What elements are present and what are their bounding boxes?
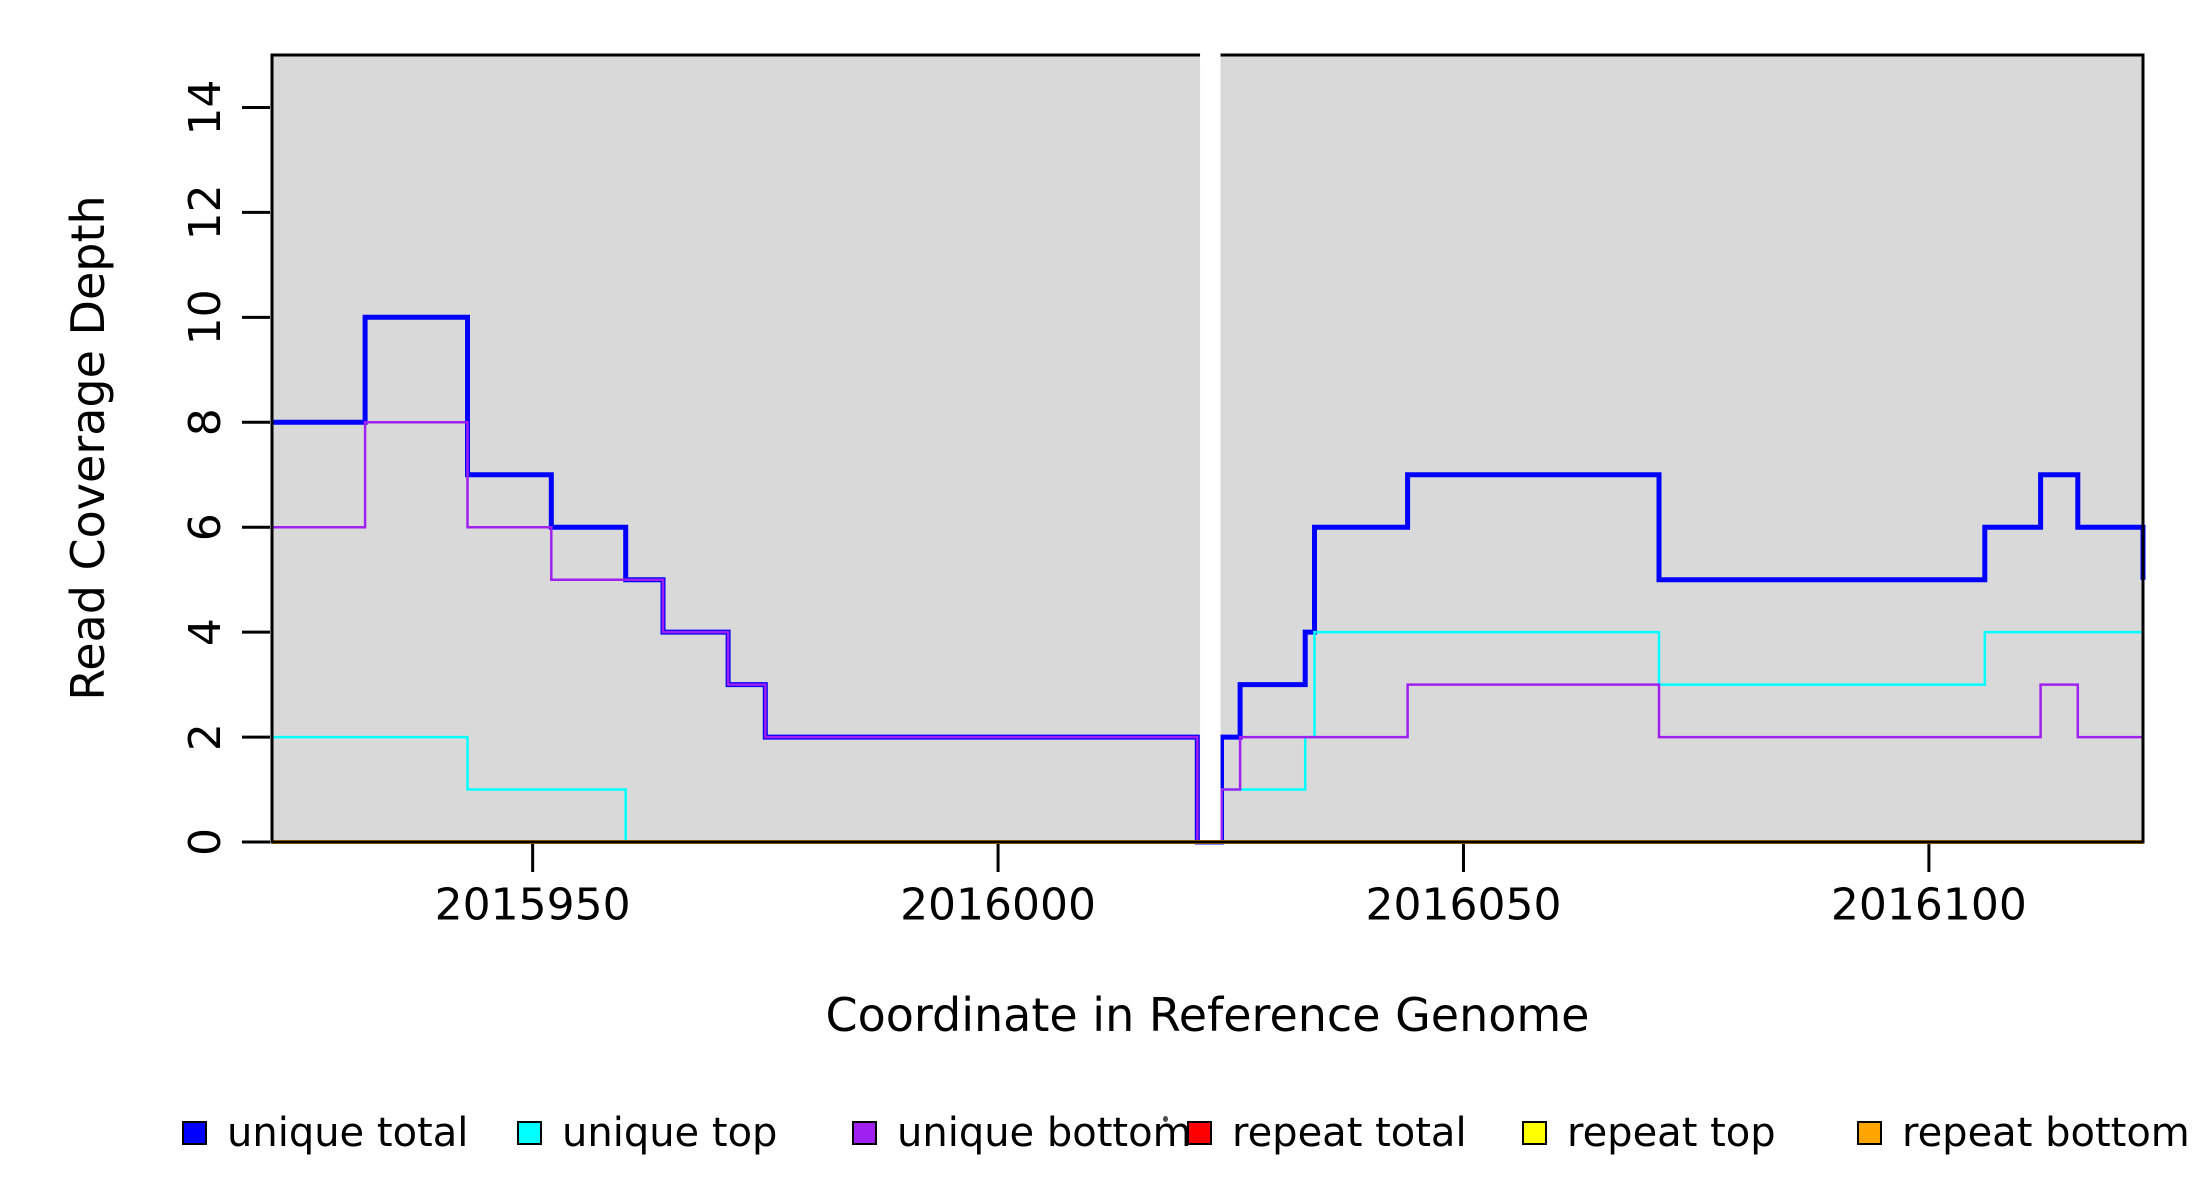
y-tick-label: 2 [180,723,231,751]
legend-item-repeat-total: repeat total [1187,1108,1467,1158]
unique-total-swatch-icon [182,1121,207,1145]
legend-label: unique total [227,1110,469,1156]
legend-label: repeat total [1232,1110,1467,1156]
x-tick-label: 2016000 [900,880,1096,931]
legend-label: unique bottom [897,1110,1192,1156]
legend-item-unique-top: unique top [517,1108,777,1158]
legend-item-unique-bottom: unique bottom [852,1108,1192,1158]
y-axis-title: Read Coverage Depth [61,195,115,701]
unique-top-swatch-icon [517,1121,542,1145]
legend: unique total unique top unique bottom re… [0,1108,2200,1164]
masked-gap [1200,51,1221,840]
legend-label: unique top [562,1110,778,1156]
legend-label: repeat bottom [1902,1110,2190,1156]
repeat-top-swatch-icon [1522,1121,1547,1145]
y-tick-label: 0 [180,828,231,856]
unique-bottom-swatch-icon [852,1121,877,1145]
y-tick-label: 4 [180,618,231,646]
y-tick-label: 10 [180,289,231,345]
x-tick-label: 2015950 [435,880,631,931]
x-axis-title: Coordinate in Reference Genome [825,988,1590,1042]
series-unique-bottom [272,421,2143,844]
x-tick-label: 2016050 [1365,880,1561,931]
legend-label: repeat top [1567,1110,1776,1156]
legend-item-repeat-bottom: repeat bottom [1857,1108,2190,1158]
y-tick-label: 8 [180,408,231,436]
repeat-bottom-swatch-icon [1857,1121,1882,1145]
y-tick-label: 14 [180,79,231,135]
y-tick-label: 6 [180,513,231,541]
x-tick-label: 2016100 [1831,880,2027,931]
repeat-total-swatch-icon [1187,1121,1212,1145]
legend-artifact-dot [1163,1116,1168,1122]
legend-item-repeat-top: repeat top [1522,1108,1776,1158]
y-tick-label: 12 [180,184,231,240]
legend-item-unique-total: unique total [182,1108,468,1158]
